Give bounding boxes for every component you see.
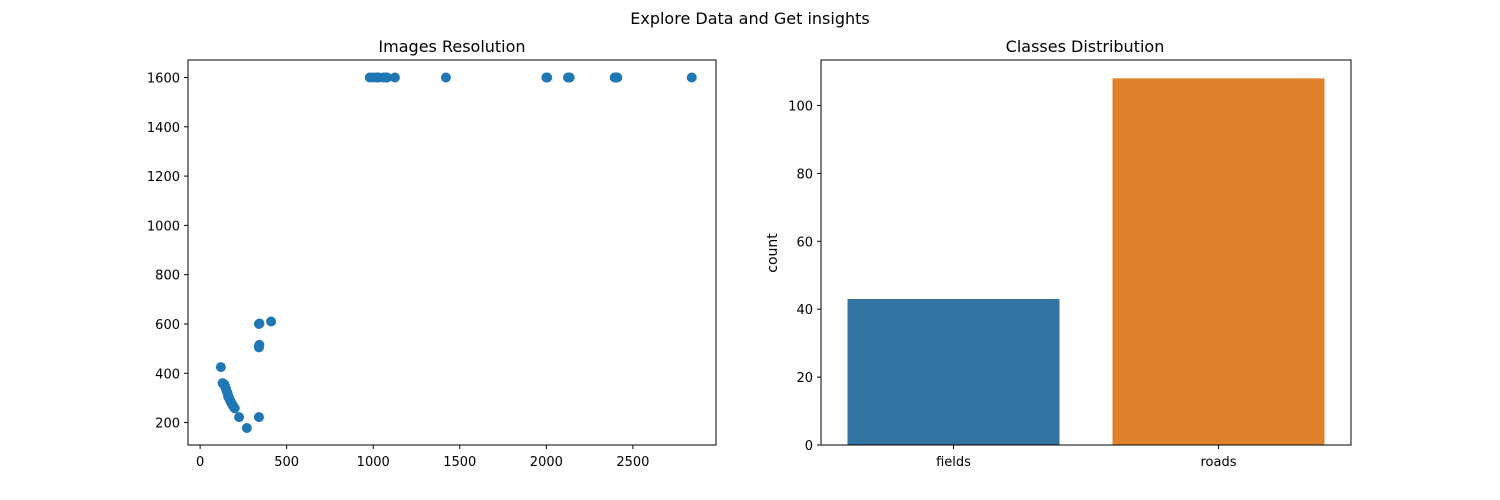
scatter-point xyxy=(440,72,451,83)
scatter-point xyxy=(266,316,277,327)
scatter-point xyxy=(229,403,240,414)
scatter-point xyxy=(612,72,623,83)
scatter-points xyxy=(215,72,697,433)
scatter-y-tick-label: 800 xyxy=(155,269,180,284)
bar-fields xyxy=(847,299,1060,445)
bar-y-tick-label: 60 xyxy=(796,235,813,250)
scatter-x-ticks: 0 500 1000 1500 2000 2500 xyxy=(196,445,649,470)
scatter-x-tick-label: 1500 xyxy=(443,455,476,470)
bar-y-tick-label: 80 xyxy=(796,167,813,182)
scatter-point xyxy=(254,339,265,350)
scatter-point xyxy=(253,412,264,423)
scatter-point xyxy=(215,362,226,373)
scatter-point xyxy=(542,72,553,83)
scatter-y-tick-label: 1200 xyxy=(147,170,180,185)
scatter-point xyxy=(564,72,575,83)
bar-x-tick-label: roads xyxy=(1200,455,1236,470)
bar-y-tick-label: 20 xyxy=(796,371,813,386)
scatter-y-tick-label: 400 xyxy=(155,367,180,382)
scatter-point xyxy=(382,72,393,83)
scatter-y-tick-label: 200 xyxy=(155,417,180,432)
scatter-y-tick-label: 1000 xyxy=(147,219,180,234)
scatter-y-tick-label: 1600 xyxy=(147,72,180,87)
scatter-chart: Images Resolution 0 500 1000 1500 2000 2500 2… xyxy=(147,37,717,470)
scatter-x-tick-label: 2000 xyxy=(530,455,563,470)
scatter-point xyxy=(241,422,252,433)
scatter-y-tick-label: 1400 xyxy=(147,121,180,136)
bar-x-tick-label: fields xyxy=(936,455,971,470)
scatter-x-tick-label: 0 xyxy=(196,455,204,470)
scatter-x-tick-label: 500 xyxy=(274,455,299,470)
bar-chart: Classes Distribution fields roads 0 20 40 60… xyxy=(765,37,1352,470)
scatter-point xyxy=(389,72,400,83)
bar-title: Classes Distribution xyxy=(1006,37,1165,56)
scatter-title: Images Resolution xyxy=(378,37,525,56)
scatter-x-tick-label: 1000 xyxy=(357,455,390,470)
bar-y-tick-label: 40 xyxy=(796,303,813,318)
bar-y-tick-label: 0 xyxy=(805,439,813,454)
bar-y-axis-label: count xyxy=(765,233,781,273)
bar-y-ticks: 0 20 40 60 80 100 xyxy=(788,99,821,454)
bar-x-ticks: fields roads xyxy=(936,445,1237,470)
scatter-point xyxy=(686,72,697,83)
scatter-point xyxy=(234,412,245,423)
bar-roads xyxy=(1112,78,1325,445)
figure-suptitle: Explore Data and Get insights xyxy=(630,9,869,28)
bar-plot-frame xyxy=(820,59,1352,446)
scatter-y-ticks: 200 400 600 800 1000 1200 1400 1600 xyxy=(147,72,188,432)
bar-series xyxy=(847,78,1325,445)
scatter-point xyxy=(254,318,265,329)
scatter-y-tick-label: 600 xyxy=(155,318,180,333)
scatter-x-tick-label: 2500 xyxy=(616,455,649,470)
bar-y-tick-label: 100 xyxy=(788,99,813,114)
scatter-plot-frame xyxy=(187,59,717,446)
